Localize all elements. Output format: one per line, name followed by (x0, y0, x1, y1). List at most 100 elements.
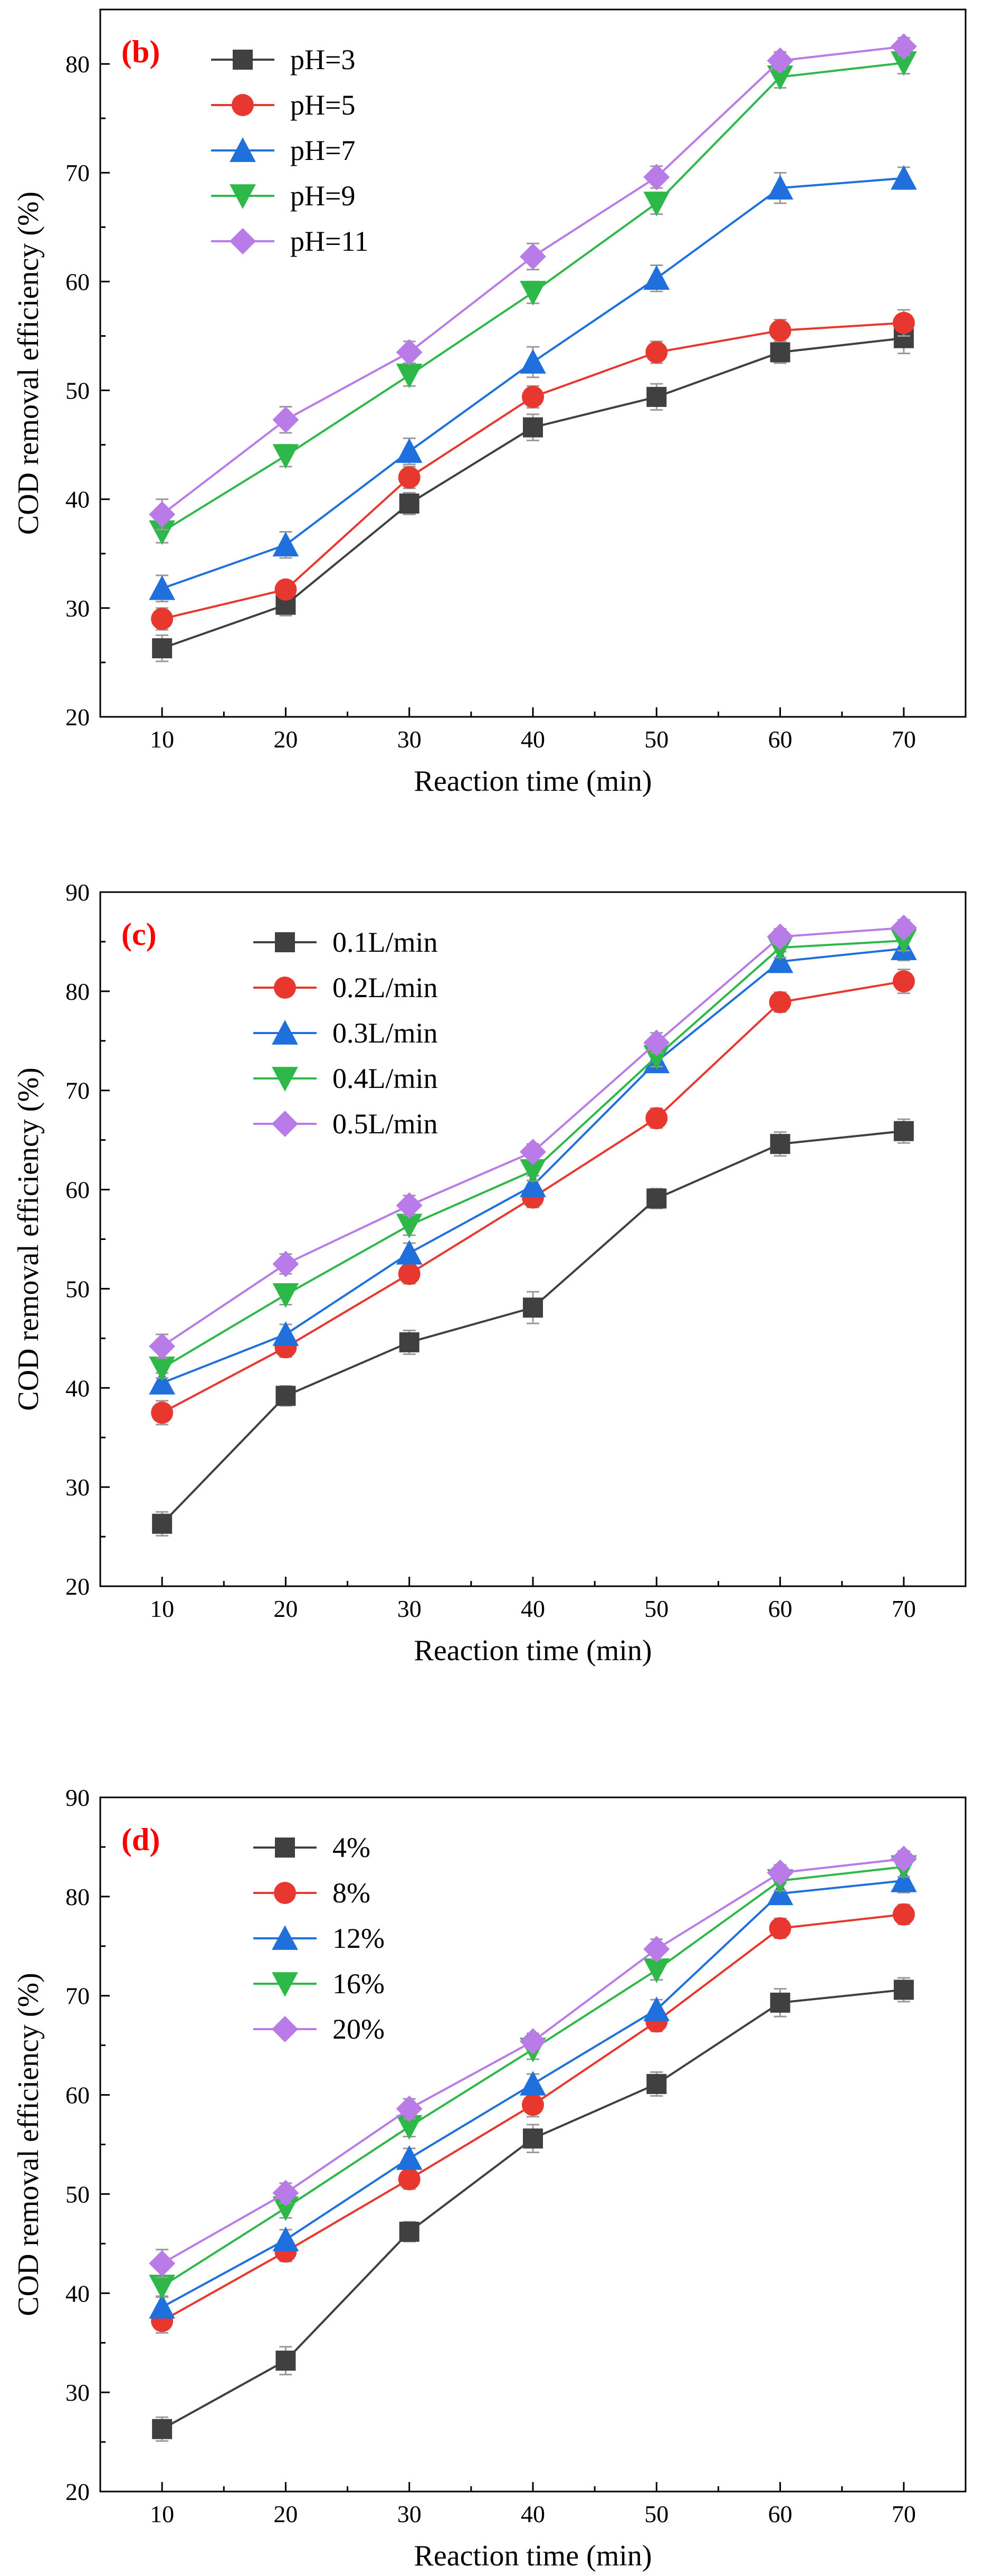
y-axis-title: COD removal efficiency (%) (12, 192, 45, 535)
data-point (396, 1214, 423, 1239)
data-point (643, 1936, 670, 1963)
series-5 (149, 914, 917, 1360)
data-point (769, 1917, 791, 1939)
data-point (272, 2226, 299, 2251)
data-point (520, 2028, 546, 2055)
data-point (396, 438, 423, 463)
y-tick-label: 40 (65, 1375, 90, 1401)
data-point (891, 165, 917, 190)
x-axis-title: Reaction time (min) (414, 1634, 652, 1667)
x-tick-label: 70 (892, 2501, 916, 2527)
y-tick-label: 50 (65, 1275, 90, 1302)
data-point (522, 2094, 544, 2116)
data-point (149, 2275, 175, 2299)
panel-label: (d) (121, 1822, 160, 1857)
data-point (520, 1139, 546, 1166)
data-point (767, 175, 794, 200)
data-point (890, 33, 917, 60)
x-tick-label: 20 (273, 2501, 298, 2527)
series-5 (149, 33, 917, 531)
data-point (396, 1239, 423, 1265)
data-point (893, 1121, 914, 1141)
y-tick-label: 70 (65, 159, 90, 186)
series-1 (152, 1118, 914, 1537)
data-point (152, 2419, 173, 2439)
data-point (767, 923, 794, 950)
data-point (646, 2073, 667, 2094)
data-point (272, 1283, 299, 1308)
legend: 0.1L/min 0.2L/min 0.3L/min 0.4L/min 0.5L/min (253, 926, 438, 1140)
legend-marker (275, 932, 295, 952)
x-tick-label: 40 (521, 726, 545, 753)
data-point (890, 914, 917, 941)
data-point (520, 1172, 546, 1197)
chart-panel-3: 10 20 30 40 50 60 70 20 30 40 50 60 70 80 90 Reaction t… (12, 1784, 967, 2572)
x-tick-label: 30 (397, 726, 422, 753)
legend-label: 0.4L/min (332, 1063, 438, 1094)
legend-marker (274, 1882, 296, 1904)
y-tick-label: 20 (65, 704, 90, 731)
series-3 (149, 1867, 917, 2319)
data-point (149, 575, 175, 600)
legend-label: 4% (332, 1832, 370, 1863)
data-point (645, 1107, 668, 1130)
data-point (274, 578, 297, 601)
legend-marker (233, 50, 253, 70)
y-axis-title: COD removal efficiency (%) (12, 1067, 45, 1410)
legend-marker (230, 228, 256, 254)
data-point (643, 164, 670, 191)
legend-marker (272, 2016, 298, 2042)
data-point (272, 406, 299, 433)
data-point (272, 444, 299, 469)
data-point (149, 2294, 175, 2319)
legend-marker (272, 1111, 298, 1137)
data-point (643, 1958, 670, 1983)
plot-frame (99, 891, 967, 1587)
data-point (770, 342, 790, 363)
chart-panel-2: 10 20 30 40 50 60 70 20 30 40 50 60 70 80 90 Reaction t… (12, 879, 967, 1667)
data-point (890, 1845, 917, 1872)
data-point (272, 532, 299, 557)
data-point (643, 192, 670, 216)
data-point (149, 1333, 176, 1360)
data-point (892, 311, 915, 334)
legend-marker (274, 977, 296, 999)
data-point (399, 1332, 419, 1352)
data-point (520, 1159, 546, 1184)
legend-label: 8% (332, 1877, 370, 1909)
legend-label: 0.1L/min (332, 926, 438, 958)
data-point (522, 385, 544, 408)
y-tick-label: 20 (65, 2478, 90, 2505)
y-tick-label: 90 (65, 879, 90, 906)
data-point (275, 2351, 296, 2371)
y-tick-label: 40 (65, 2280, 90, 2307)
data-point (399, 2221, 419, 2242)
x-axis-title: Reaction time (min) (414, 2540, 652, 2572)
data-point (272, 1321, 299, 1346)
legend-marker (232, 94, 254, 116)
data-point (272, 2196, 299, 2221)
legend-marker (272, 1925, 298, 1950)
series-1 (152, 1977, 914, 2442)
data-point (149, 520, 175, 545)
y-tick-label: 30 (65, 595, 90, 622)
data-point (396, 339, 423, 366)
data-point (769, 991, 791, 1014)
data-point (767, 47, 794, 74)
data-point (149, 1356, 175, 1381)
data-point (770, 1992, 790, 2013)
data-point (643, 265, 670, 290)
y-tick-label: 50 (65, 377, 90, 404)
legend-label: 0.5L/min (332, 1108, 438, 1140)
data-point (767, 65, 794, 90)
x-tick-label: 10 (150, 2501, 174, 2527)
data-point (645, 341, 668, 364)
series-5 (149, 1845, 917, 2278)
x-tick-label: 20 (273, 1595, 298, 1622)
legend-label: pH=3 (290, 44, 355, 75)
data-point (151, 1401, 174, 1424)
series-2 (151, 309, 915, 631)
y-tick-label: 30 (65, 2379, 90, 2406)
data-point (152, 638, 173, 659)
